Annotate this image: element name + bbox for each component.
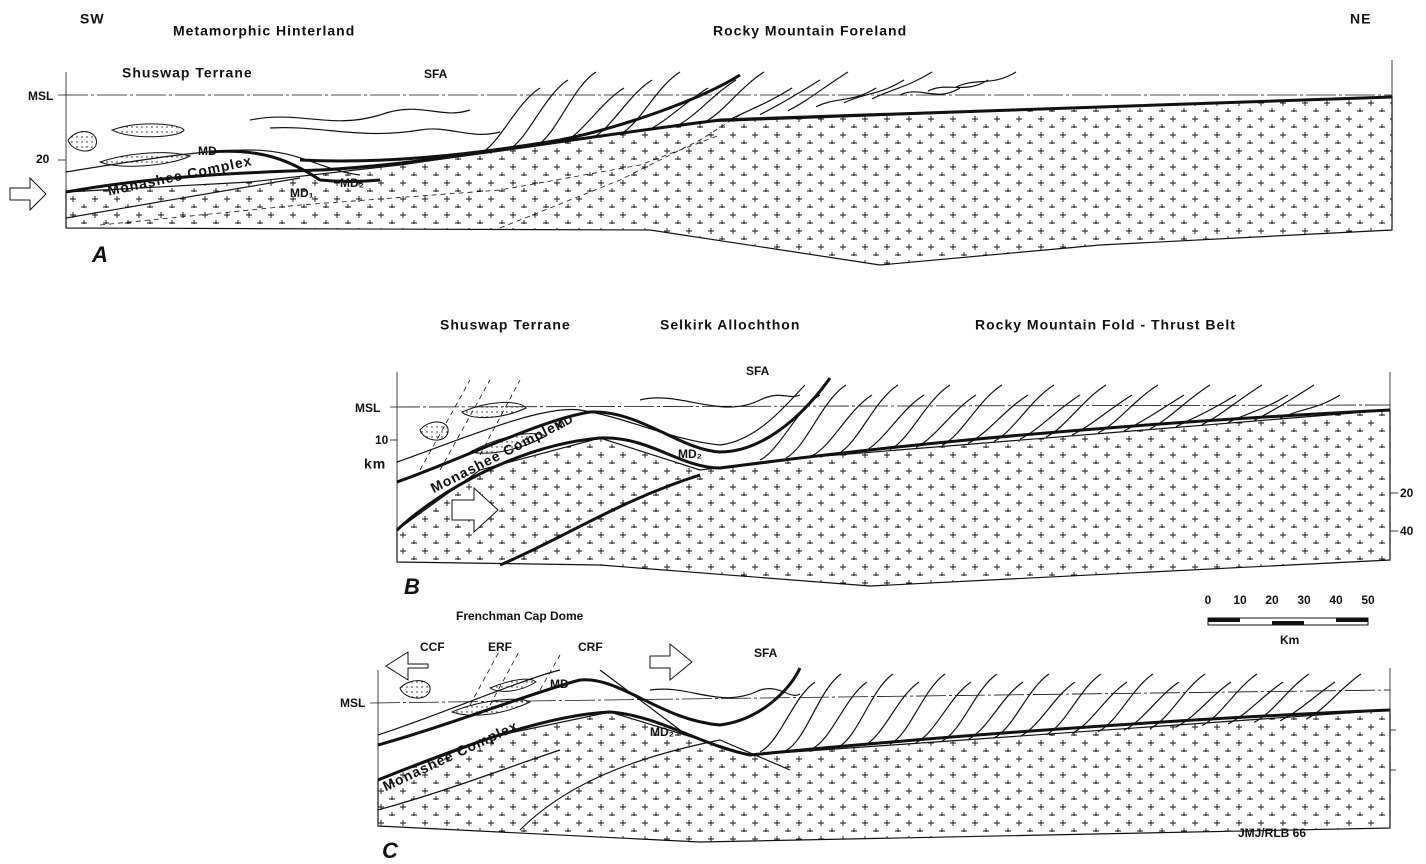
scale-bar: 0 10 20 30 40 50 (1205, 593, 1375, 625)
label: Frenchman Cap Dome (456, 609, 584, 623)
panel-b (390, 372, 1398, 586)
label: km (364, 456, 386, 472)
label: Selkirk Allochthon (660, 317, 800, 333)
label: SW (80, 11, 105, 27)
label: 20 (36, 152, 50, 166)
label: MD₂ (678, 447, 702, 461)
thrust-fault (816, 88, 876, 107)
label: MSL (28, 89, 53, 103)
label: 10 (375, 433, 389, 447)
thrust-fault (844, 80, 904, 103)
scale-tick-label: 30 (1297, 593, 1311, 607)
scale-tick-label: 20 (1265, 593, 1279, 607)
thrust-fault (760, 682, 815, 752)
scale-tick-label: 10 (1233, 593, 1247, 607)
thrust-fault (916, 682, 971, 743)
label: SFA (424, 67, 448, 81)
label: MD (198, 144, 217, 158)
thrust-fault (864, 682, 919, 746)
label: NE (1350, 11, 1371, 27)
label: B (404, 574, 420, 599)
label: Metamorphic Hinterland (173, 23, 355, 39)
label: Shuswap Terrane (440, 317, 571, 333)
cross-sections: 0 10 20 30 40 50 SW NE Metamorphic Hinterland Ro… (0, 0, 1426, 864)
scale-tick-label: 50 (1361, 593, 1375, 607)
scale-tick-label: 40 (1329, 593, 1343, 607)
label: 40 (1400, 524, 1414, 538)
label: MD₁ (290, 186, 314, 200)
label: MD₂ (650, 725, 674, 739)
thrust-fault (900, 88, 960, 95)
label: 20 (1400, 486, 1414, 500)
scale-tick-label: 0 (1205, 593, 1212, 607)
label: Km (1280, 633, 1299, 647)
label: Rocky Mountain Foreland (713, 23, 907, 39)
thrust-fault (890, 674, 945, 744)
label: A (91, 242, 108, 267)
panel-c (370, 644, 1396, 842)
label: MD₂ (340, 176, 364, 190)
label: Rocky Mountain Fold - Thrust Belt (975, 317, 1236, 333)
label: Shuswap Terrane (122, 65, 253, 81)
thrust-fault (812, 682, 867, 749)
label: MSL (355, 401, 380, 415)
thrust-fault (838, 674, 893, 747)
label: MD (550, 677, 569, 691)
label: C (382, 838, 399, 863)
label: ERF (488, 640, 512, 654)
label: SFA (754, 646, 778, 660)
label: MSL (340, 696, 365, 710)
label: CRF (578, 640, 603, 654)
thrust-fault (788, 72, 848, 111)
thrust-fault (760, 395, 820, 460)
label: CCF (420, 640, 445, 654)
thrust-fault (786, 674, 841, 750)
thrust-fault (942, 674, 997, 741)
label: JMJ/RLB 66 (1238, 826, 1306, 840)
label: SFA (746, 364, 770, 378)
thrust-fault (956, 72, 1016, 87)
